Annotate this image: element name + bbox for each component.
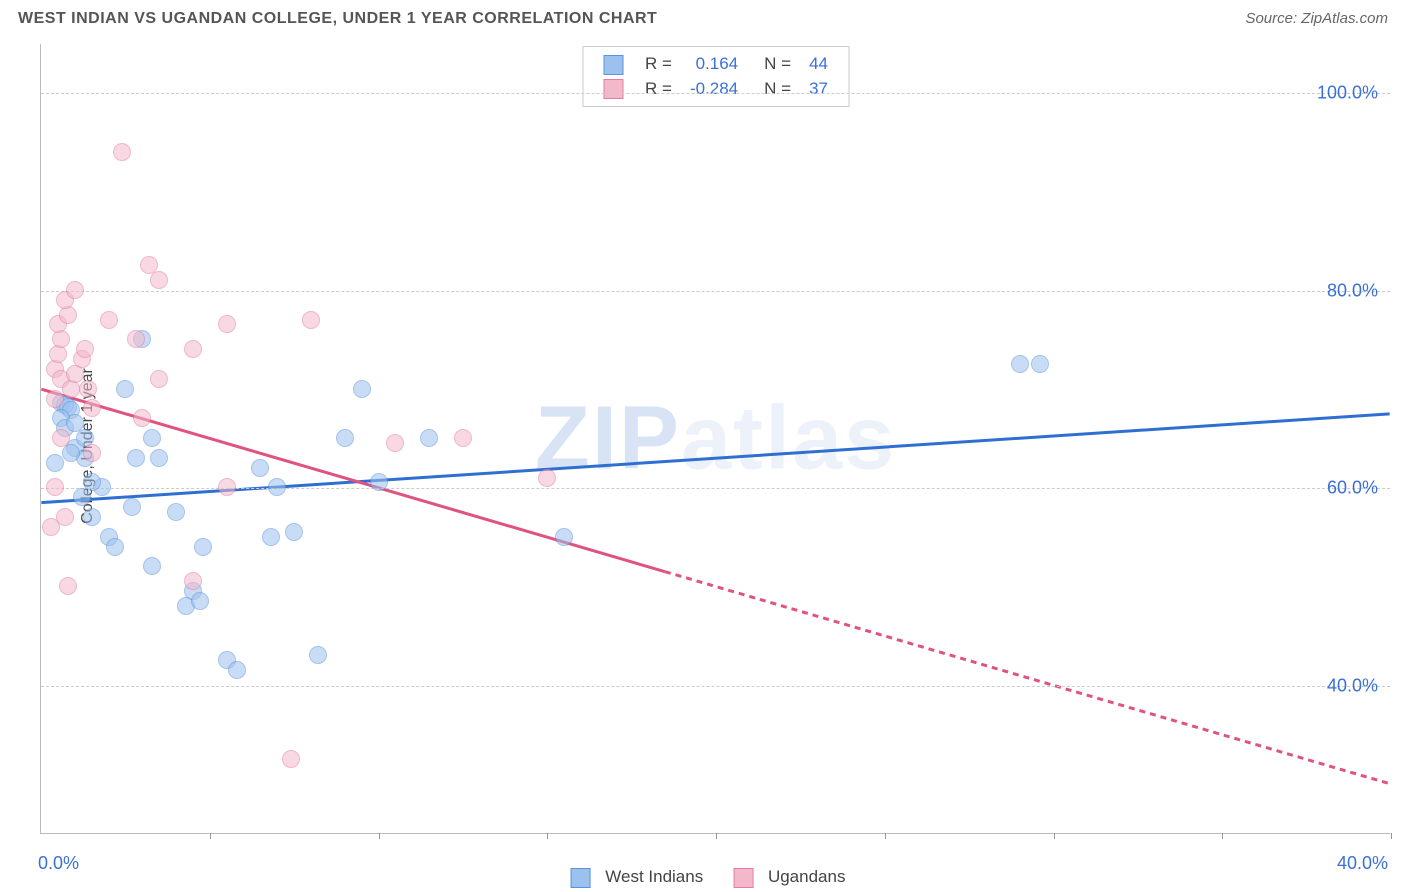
data-point [251,459,269,477]
data-point [106,538,124,556]
data-point [218,315,236,333]
data-point [191,592,209,610]
series-legend: West Indians Ugandans [551,867,856,888]
data-point [116,380,134,398]
x-axis-max-label: 40.0% [1337,853,1388,874]
data-point [538,469,556,487]
data-point [76,340,94,358]
data-point [79,380,97,398]
y-tick-label: 80.0% [1327,280,1378,301]
data-point [184,572,202,590]
legend-item: West Indians [561,867,704,886]
data-point [218,478,236,496]
data-point [143,557,161,575]
gridline [41,686,1390,687]
y-tick-label: 60.0% [1327,478,1378,499]
data-point [150,271,168,289]
x-tick [885,833,886,839]
data-point [83,444,101,462]
data-point [46,454,64,472]
data-point [309,646,327,664]
y-tick-label: 40.0% [1327,675,1378,696]
data-point [302,311,320,329]
data-point [123,498,141,516]
data-point [62,444,80,462]
data-point [83,399,101,417]
data-point [113,143,131,161]
trend-lines [41,44,1390,833]
data-point [73,488,91,506]
data-point [268,478,286,496]
data-point [167,503,185,521]
source-attribution: Source: ZipAtlas.com [1245,10,1388,27]
data-point [285,523,303,541]
chart-title: WEST INDIAN VS UGANDAN COLLEGE, UNDER 1 … [18,10,657,28]
legend-item: Ugandans [723,867,845,886]
data-point [46,390,64,408]
data-point [46,478,64,496]
data-point [150,449,168,467]
data-point [262,528,280,546]
data-point [66,281,84,299]
x-tick [1391,833,1392,839]
data-point [143,429,161,447]
data-point [1031,355,1049,373]
data-point [100,311,118,329]
chart-plot-area: ZIPatlas R =0.164N =44R =-0.284N =37 40.… [40,44,1390,834]
data-point [52,429,70,447]
data-point [42,518,60,536]
x-tick [1054,833,1055,839]
data-point [1011,355,1029,373]
data-point [353,380,371,398]
data-point [184,340,202,358]
watermark: ZIPatlas [535,387,896,490]
x-axis-min-label: 0.0% [38,853,79,874]
correlation-legend: R =0.164N =44R =-0.284N =37 [582,46,849,107]
x-tick [379,833,380,839]
x-tick [716,833,717,839]
gridline [41,488,1390,489]
x-tick [547,833,548,839]
data-point [420,429,438,447]
data-point [555,528,573,546]
data-point [83,508,101,526]
data-point [282,750,300,768]
data-point [228,661,246,679]
data-point [133,409,151,427]
data-point [370,473,388,491]
data-point [194,538,212,556]
data-point [386,434,404,452]
x-tick [210,833,211,839]
data-point [454,429,472,447]
data-point [336,429,354,447]
legend-row: R =0.164N =44 [595,53,836,76]
data-point [127,330,145,348]
data-point [59,577,77,595]
data-point [150,370,168,388]
data-point [127,449,145,467]
legend-row: R =-0.284N =37 [595,78,836,101]
y-tick-label: 100.0% [1317,83,1378,104]
x-tick [1222,833,1223,839]
gridline [41,291,1390,292]
gridline [41,93,1390,94]
